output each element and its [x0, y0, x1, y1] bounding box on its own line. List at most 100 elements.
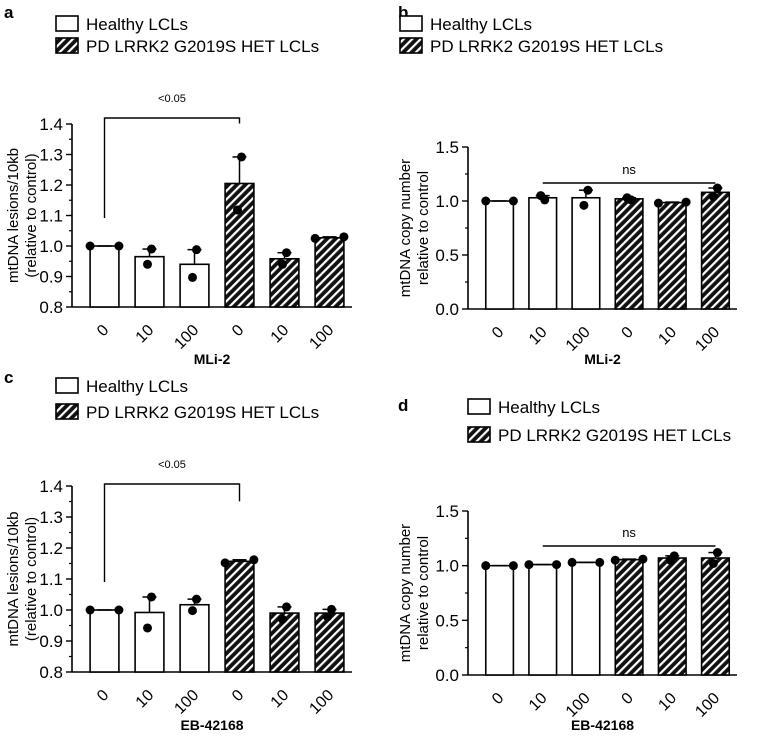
legend-swatch — [55, 15, 79, 32]
legend-label: Healthy LCLs — [430, 15, 532, 34]
bar — [179, 263, 210, 308]
significance-label: <0.05 — [158, 93, 186, 105]
y-tick-label: 1.0 — [39, 237, 63, 256]
x-tick-label: 10 — [268, 322, 293, 347]
y-tick-label: 1.5 — [435, 138, 459, 157]
data-point — [481, 196, 491, 206]
y-axis-label: mtDNA lesions/10kb — [5, 148, 22, 283]
y-tick-label: 0.9 — [39, 632, 63, 651]
y-axis-label: relative to control — [415, 171, 432, 285]
y-tick-label: 1.1 — [39, 570, 63, 589]
data-point — [339, 232, 349, 242]
y-tick-label: 1.2 — [39, 176, 63, 195]
panel-c: c Healthy LCLs PD LRRK2 G2019S HET LCLs 0.8… — [4, 368, 352, 733]
x-tick-label: 10 — [526, 690, 551, 715]
bar — [700, 191, 731, 310]
x-tick-label: 0 — [229, 687, 247, 705]
data-point — [192, 594, 201, 604]
x-tick-label: 0 — [94, 687, 112, 705]
bar — [614, 558, 644, 676]
y-tick-label: 1.2 — [39, 539, 63, 558]
y-axis-label: mtDNA copy number — [397, 159, 414, 297]
bar — [89, 245, 120, 308]
y-tick-label: 1.4 — [39, 115, 63, 134]
data-point — [114, 605, 124, 615]
x-tick-label: 0 — [619, 690, 637, 708]
x-axis-label: MLi-2 — [194, 351, 231, 367]
data-point — [323, 612, 332, 622]
data-point — [233, 205, 242, 215]
significance-bracket — [103, 117, 241, 218]
x-tick-label: 10 — [655, 690, 680, 715]
legend-label: PD LRRK2 G2019S HET LCLs — [498, 426, 731, 445]
data-point — [220, 558, 230, 568]
data-point — [147, 244, 156, 254]
data-point — [712, 183, 722, 193]
bar — [657, 201, 687, 310]
bar — [700, 557, 731, 676]
y-tick-label: 1.0 — [435, 557, 459, 576]
y-axis-label: mtDNA lesions/10kb — [5, 511, 22, 646]
y-tick-label: 1.1 — [39, 207, 63, 226]
y-tick-label: 0.0 — [435, 300, 459, 319]
x-tick-label: 10 — [655, 324, 680, 349]
bar — [224, 560, 255, 673]
bar — [314, 236, 345, 308]
data-point — [282, 248, 291, 258]
legend-label: Healthy LCLs — [86, 15, 188, 34]
y-tick-label: 1.0 — [435, 192, 459, 211]
y-tick-label: 1.0 — [39, 601, 63, 620]
bar — [89, 609, 120, 673]
legend-label: PD LRRK2 G2019S HET LCLs — [430, 37, 663, 56]
legend-swatch — [399, 37, 423, 54]
x-tick-label: 10 — [133, 322, 158, 347]
x-tick-label: 0 — [619, 324, 637, 342]
data-point — [282, 602, 291, 612]
y-tick-label: 1.3 — [39, 146, 63, 165]
data-point — [595, 557, 605, 567]
bar — [571, 561, 601, 676]
y-tick-label: 1.5 — [435, 502, 459, 521]
data-point — [278, 259, 287, 269]
x-axis-label: EB-42168 — [180, 717, 243, 733]
bar — [179, 603, 210, 673]
bar — [528, 563, 558, 676]
bar — [134, 255, 165, 308]
bar — [224, 182, 255, 308]
panel-a: a Healthy LCLs PD LRRK2 G2019S HET LCLs 0.8… — [4, 3, 352, 367]
data-point — [508, 561, 518, 571]
x-tick-label: 100 — [692, 690, 723, 721]
data-point — [310, 233, 320, 243]
data-point — [552, 560, 562, 570]
y-tick-label: 0.8 — [39, 298, 63, 317]
data-point — [622, 193, 632, 203]
x-tick-label: 100 — [692, 324, 723, 355]
data-point — [249, 555, 259, 565]
legend-swatch — [467, 398, 491, 415]
x-tick-label: 0 — [94, 322, 112, 340]
y-tick-label: 0.5 — [435, 611, 459, 630]
significance-label: ns — [622, 162, 636, 177]
x-axis-label: MLi-2 — [584, 351, 621, 367]
x-tick-label: 100 — [171, 687, 202, 718]
panel-letter: b — [398, 3, 408, 22]
data-point — [188, 606, 197, 616]
data-point — [610, 555, 620, 565]
bar — [314, 612, 345, 673]
x-tick-label: 10 — [526, 324, 551, 349]
y-tick-label: 1.3 — [39, 508, 63, 527]
y-tick-label: 0.8 — [39, 663, 63, 682]
x-tick-label: 0 — [229, 322, 247, 340]
y-tick-label: 0.0 — [435, 666, 459, 685]
data-point — [567, 557, 577, 567]
data-point — [681, 197, 691, 207]
y-tick-label: 0.9 — [39, 268, 63, 287]
data-point — [536, 191, 546, 201]
x-tick-label: 0 — [489, 690, 507, 708]
legend-label: Healthy LCLs — [498, 398, 600, 417]
y-axis-label: (relative to control) — [23, 517, 40, 641]
legend-label: Healthy LCLs — [86, 377, 188, 396]
significance-bracket — [103, 483, 241, 582]
data-point — [143, 623, 152, 633]
legend-label: PD LRRK2 G2019S HET LCLs — [86, 37, 319, 56]
